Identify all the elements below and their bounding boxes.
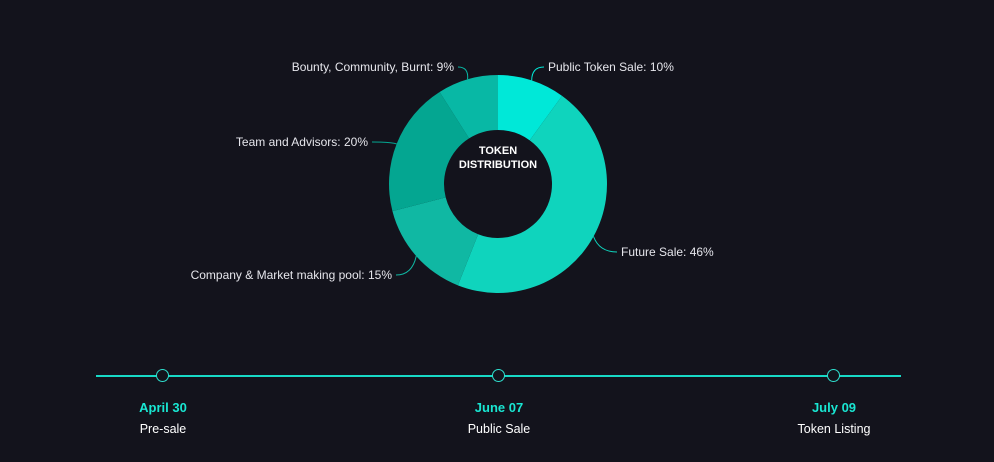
leader-lines — [371, 66, 618, 276]
milestone-dot — [827, 369, 840, 382]
chart-title-line-1: TOKEN — [479, 145, 517, 157]
slice-team-and-advisors — [389, 91, 470, 212]
milestone-date: April 30 — [139, 400, 187, 415]
milestone-label: Pre-sale — [139, 422, 187, 436]
slice-labels: Public Token Sale: 10% Future Sale: 46% Co… — [191, 60, 714, 282]
leader-line — [593, 236, 618, 253]
milestone-dot — [156, 369, 169, 382]
slice-label: Team and Advisors: 20% — [236, 135, 368, 149]
donut-slices — [389, 75, 607, 294]
slice-public-token-sale — [498, 75, 563, 141]
leader-line — [371, 141, 397, 145]
slice-future-sale — [457, 95, 607, 294]
slice-company-market-making-pool — [392, 197, 479, 286]
milestone-date: June 07 — [474, 400, 524, 415]
leader-line — [457, 66, 469, 80]
chart-title-line-2: DISTRIBUTION — [459, 159, 537, 171]
milestone-label: Public Sale — [467, 422, 531, 436]
leader-line — [395, 255, 417, 276]
slice-label: Bounty, Community, Burnt: 9% — [292, 60, 455, 74]
slice-label: Company & Market making pool: 15% — [191, 268, 393, 282]
roadmap-timeline: April 30 Pre-sale June 07 Public Sale Ju… — [0, 350, 994, 462]
leader-line — [531, 66, 545, 81]
milestone-dot — [492, 369, 505, 382]
slice-label: Public Token Sale: 10% — [548, 60, 674, 74]
milestone-label: Token Listing — [797, 422, 871, 436]
milestone-date: July 09 — [811, 400, 857, 415]
slice-bounty-community-burnt — [439, 75, 498, 139]
token-distribution-chart: Public Token Sale: 10% Future Sale: 46% Co… — [191, 60, 714, 294]
slice-label: Future Sale: 46% — [621, 245, 714, 259]
